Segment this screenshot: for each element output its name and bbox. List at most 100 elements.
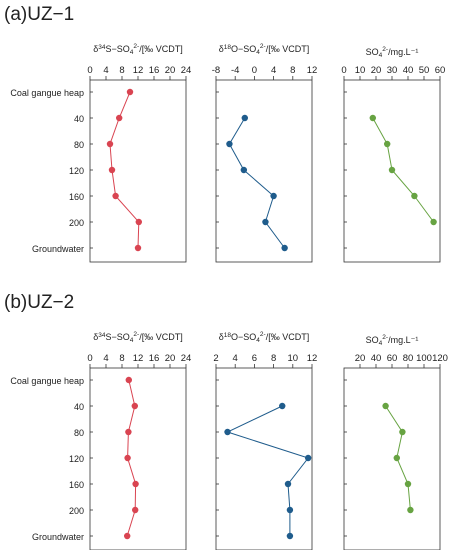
depth-label: Coal gangue heap (10, 88, 84, 98)
title-part: 4 (256, 49, 260, 56)
x-tick-label: 0 (341, 65, 346, 76)
title-part: δ (93, 332, 98, 342)
x-tick-label: 16 (149, 65, 160, 76)
data-point (279, 402, 286, 410)
x-tick-label: 4 (271, 65, 276, 76)
x-tick-label: 6 (252, 353, 257, 364)
subplot-1: δ34S−SO42-/[‰ VCDT]0 4 8 12 16 20 24 (87, 331, 191, 550)
x-tick-label: 16 (149, 353, 160, 364)
x-tick-label: 4 (233, 353, 238, 364)
subplot-title: SO42-/mg.L⁻¹ (366, 46, 419, 59)
x-tick-label: 0 (252, 65, 257, 76)
x-tick-label: 20 (371, 65, 382, 76)
subplot-title: δ34S−SO42-/[‰ VCDT] (93, 331, 182, 344)
subplot-2: δ18O−SO42-/[‰ VCDT]-8 -4 0 4 8 12 (212, 43, 317, 263)
plot-frame (343, 367, 441, 550)
title-part: S−SO (106, 332, 130, 342)
plot-frame (89, 367, 187, 550)
x-tick-label: 100 (416, 353, 432, 364)
x-tick-label: 8 (290, 65, 295, 76)
depth-label: Groundwater (32, 532, 84, 542)
x-tick-label: 12 (133, 65, 144, 76)
depth-label: 80 (74, 140, 84, 150)
data-point (240, 166, 248, 174)
depth-label: 200 (69, 506, 84, 516)
panel-name: UZ−1 (27, 4, 74, 25)
subplot-title: δ18O−SO42-/[‰ VCDT] (219, 43, 309, 56)
subplot-3: SO42-/mg.L⁻¹20 40 60 80 100 120 (343, 334, 448, 550)
panel-heading: (a)UZ−1 (4, 4, 74, 25)
x-tick-label: 20 (165, 65, 176, 76)
panel-heading: (b)UZ−2 (4, 292, 74, 313)
x-tick-label: 120 (432, 353, 448, 364)
data-point (112, 192, 119, 200)
x-tick-label: 24 (181, 65, 192, 76)
x-tick-label: 12 (133, 353, 144, 364)
data-point (132, 506, 139, 514)
title-part: O−SO (231, 44, 256, 54)
title-part: 2- (133, 331, 139, 338)
data-point (304, 454, 312, 462)
x-tick-label: 0 (87, 65, 92, 76)
x-tick-label: 12 (307, 353, 318, 364)
x-tick-label: 80 (403, 353, 414, 364)
subplot-title: SO42-/mg.L⁻¹ (366, 334, 419, 347)
title-part: δ (219, 332, 224, 342)
title-part: 2- (382, 46, 388, 53)
panel-letter: (a) (4, 4, 27, 25)
depth-label: 40 (74, 114, 84, 124)
data-point (384, 140, 391, 148)
x-tick-label: 0 (87, 353, 92, 364)
title-part: 4 (379, 52, 383, 59)
data-point (284, 480, 292, 488)
title-part: 18 (224, 332, 232, 339)
title-part: 2- (260, 331, 266, 338)
subplot-1: δ34S−SO42-/[‰ VCDT]0 4 8 12 16 20 24 (87, 43, 192, 263)
depth-label: 40 (74, 402, 84, 412)
title-part: SO (366, 335, 379, 345)
data-point (404, 480, 412, 488)
data-point (124, 532, 131, 540)
data-point (135, 218, 142, 226)
x-tick-label: 10 (355, 65, 366, 76)
depth-label: Groundwater (32, 244, 84, 254)
title-part: δ (219, 44, 224, 54)
data-point (281, 244, 288, 252)
x-tick-label: 40 (403, 65, 414, 76)
subplot-title: δ18O−SO42-/[‰ VCDT] (219, 331, 309, 344)
x-tick-label: 4 (103, 65, 108, 76)
title-part: 4 (256, 337, 260, 344)
data-point (116, 114, 123, 122)
data-point (411, 192, 418, 200)
title-part: SO (366, 47, 379, 57)
x-tick-label: 2 (213, 353, 218, 364)
depth-label: Coal gangue heap (10, 376, 84, 386)
x-tick-label: 50 (419, 65, 430, 76)
subplot-title: δ34S−SO42-/[‰ VCDT] (93, 43, 182, 56)
x-tick-label: 20 (165, 353, 176, 364)
title-part: δ (93, 44, 98, 54)
series-line (226, 405, 310, 536)
x-tick-label: 20 (355, 353, 366, 364)
x-tick-label: -4 (231, 65, 239, 76)
x-tick-label: 30 (387, 65, 398, 76)
data-point (393, 454, 400, 462)
data-point (270, 192, 277, 200)
data-point (106, 140, 114, 148)
title-part: /mg.L⁻¹ (388, 47, 418, 57)
depth-label: 80 (74, 428, 84, 438)
data-point (124, 454, 131, 462)
data-point (131, 402, 138, 410)
plot-frame (215, 79, 313, 263)
series-line (372, 117, 435, 223)
data-point (125, 428, 132, 436)
data-point (382, 402, 389, 410)
title-part: /[‰ VCDT] (266, 44, 310, 54)
title-part: S−SO (106, 44, 130, 54)
title-part: /[‰ VCDT] (266, 332, 310, 342)
depth-label: 160 (69, 192, 84, 202)
title-part: 4 (130, 49, 134, 56)
data-point (108, 166, 116, 174)
plot-frame (215, 367, 313, 550)
